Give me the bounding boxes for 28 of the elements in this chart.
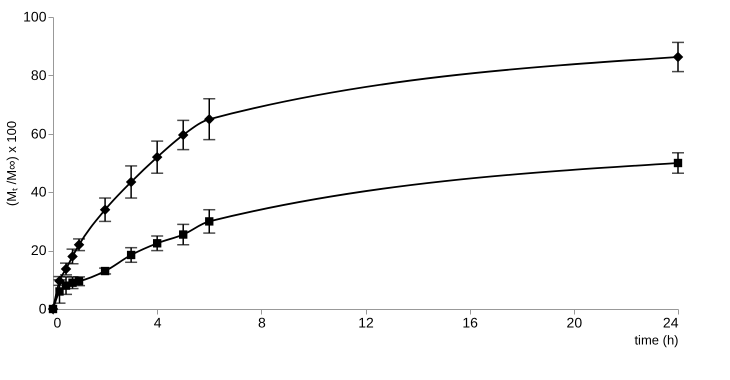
- point: [100, 266, 110, 276]
- y-tick-label: 100: [23, 8, 47, 24]
- x-tick-label: 8: [258, 314, 266, 330]
- y-tick-label: 60: [30, 125, 47, 142]
- point: [672, 52, 684, 62]
- x-tick-label: 4: [154, 314, 162, 330]
- y-tick-label: 0: [38, 300, 47, 316]
- point: [205, 217, 214, 226]
- y-axis-title: (Mₜ /M∞) x 100: [4, 120, 20, 206]
- point: [126, 176, 136, 188]
- x-tick-label: 12: [358, 314, 374, 330]
- y-tick-label: 20: [30, 242, 47, 258]
- point: [100, 204, 110, 215]
- point: [204, 114, 214, 124]
- point: [178, 130, 188, 140]
- point: [126, 250, 136, 260]
- x-tick-label: 24: [662, 314, 679, 330]
- x-tick-label: 16: [462, 314, 478, 330]
- y-tick-label: 80: [30, 66, 47, 83]
- point: [674, 158, 682, 168]
- point: [152, 152, 162, 162]
- x-axis-title: time (h): [634, 332, 678, 348]
- point: [179, 230, 188, 239]
- point: [67, 251, 78, 262]
- point: [152, 239, 162, 248]
- x-tick-label: 20: [566, 314, 582, 330]
- x-tick-label: 0: [54, 314, 62, 330]
- y-tick-label: 40: [30, 184, 47, 200]
